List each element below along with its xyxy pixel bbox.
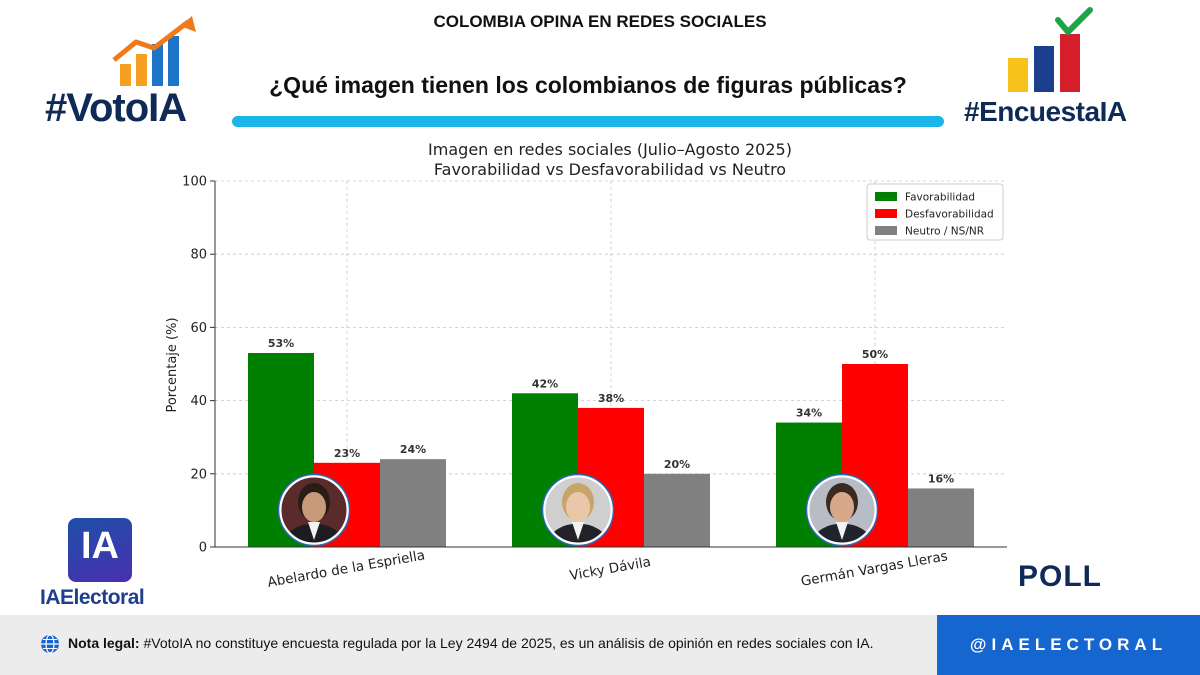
y-tick-label: 100 <box>182 175 207 190</box>
category-label: Germán Vargas Lleras <box>800 548 949 590</box>
candidate-photo <box>805 473 879 547</box>
ia-electoral-brand: IAElectoral <box>40 586 145 609</box>
growth-chart-icon <box>112 16 196 86</box>
bar-value-label: 50% <box>862 348 888 361</box>
bar <box>644 473 710 547</box>
poll-label: POLL <box>1018 560 1102 593</box>
candidate-photo <box>277 473 351 547</box>
legal-note: Nota legal: #VotoIA no constituye encues… <box>68 635 874 651</box>
accent-bar <box>232 116 944 127</box>
header-top-line: COLOMBIA OPINA EN REDES SOCIALES <box>433 12 767 31</box>
bar-value-label: 53% <box>268 337 294 350</box>
candidate-photo <box>541 473 615 547</box>
legend-box <box>866 183 1004 241</box>
legend-label: Favorabilidad <box>905 192 975 204</box>
legend-swatch <box>875 192 897 201</box>
bar-value-label: 24% <box>400 443 426 456</box>
bar-check-icon <box>1008 7 1093 92</box>
chart-title: Imagen en redes sociales (Julio–Agosto 2… <box>428 140 792 159</box>
legend-swatch <box>875 226 897 235</box>
legal-note-label: Nota legal: <box>68 635 140 651</box>
bar-value-label: 42% <box>532 377 558 390</box>
y-tick-label: 80 <box>190 248 207 263</box>
bar <box>908 488 974 547</box>
social-handle[interactable]: @IAELECTORAL <box>937 615 1200 675</box>
headline-question: ¿Qué imagen tienen los colombianos de fi… <box>269 72 907 98</box>
legend-label: Neutro / NS/NR <box>905 226 984 238</box>
bar-value-label: 38% <box>598 392 624 405</box>
bar <box>380 459 446 547</box>
bar-value-label: 16% <box>928 472 954 485</box>
chart-subtitle: Favorabilidad vs Desfavorabilidad vs Neu… <box>434 160 786 179</box>
y-tick-label: 60 <box>190 321 207 336</box>
y-axis-label: Porcentaje (%) <box>165 317 180 412</box>
bar-value-label: 34% <box>796 407 822 420</box>
ia-badge-logo: IA <box>68 518 132 582</box>
votoia-logo: #VotoIA <box>40 14 230 130</box>
category-label: Vicky Dávila <box>568 554 652 584</box>
bar-value-label: 20% <box>664 458 690 471</box>
encuestaia-logo: #EncuestaIA <box>958 6 1158 128</box>
y-tick-label: 40 <box>190 394 207 409</box>
legend-swatch <box>875 209 897 218</box>
legend-label: Desfavorabilidad <box>905 209 994 221</box>
votoia-brand-text: #VotoIA <box>45 86 187 130</box>
encuestaia-brand-text: #EncuestaIA <box>964 96 1127 127</box>
y-tick-label: 0 <box>199 541 207 556</box>
category-label: Abelardo de la Espriella <box>266 547 426 590</box>
legal-note-text: #VotoIA no constituye encuesta regulada … <box>139 635 874 651</box>
bar-value-label: 23% <box>334 447 360 460</box>
globe-icon <box>41 634 59 654</box>
y-tick-label: 20 <box>190 467 207 482</box>
